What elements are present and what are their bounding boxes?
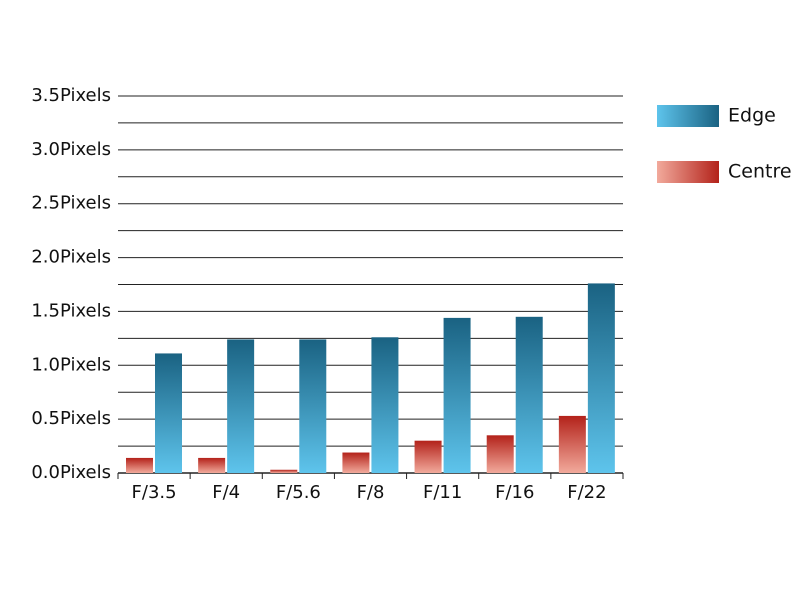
- x-tick-label: F/22: [567, 482, 606, 503]
- legend-label: Edge: [728, 105, 776, 127]
- x-tick-label: F/8: [357, 482, 385, 503]
- x-tick-label: F/5.6: [276, 482, 321, 503]
- y-tick-label: 1.0Pixels: [31, 354, 111, 375]
- x-tick-label: F/4: [212, 482, 240, 503]
- y-tick-label: 3.5Pixels: [31, 85, 111, 106]
- y-tick-label: 2.0Pixels: [31, 247, 111, 268]
- bar: [270, 469, 298, 473]
- y-tick-label: 3.0Pixels: [31, 139, 111, 160]
- y-tick-label: 2.5Pixels: [31, 193, 111, 214]
- bar: [414, 440, 442, 473]
- y-tick-label: 0.5Pixels: [31, 408, 111, 429]
- bar: [486, 435, 514, 473]
- x-tick-label: F/3.5: [132, 482, 177, 503]
- y-tick-label: 1.5Pixels: [31, 300, 111, 321]
- bar: [342, 452, 370, 473]
- bar: [155, 353, 182, 473]
- bar: [126, 457, 153, 473]
- bar: [198, 457, 226, 473]
- bar: [299, 339, 327, 473]
- x-tick-label: F/16: [495, 482, 534, 503]
- bar: [515, 316, 543, 473]
- bar: [587, 283, 615, 473]
- bar: [443, 317, 471, 473]
- bar: [558, 415, 586, 473]
- bar: [227, 339, 255, 473]
- x-tick-label: F/11: [423, 482, 462, 503]
- legend-swatch: [657, 105, 719, 127]
- legend-swatch: [657, 161, 719, 183]
- y-tick-label: 0.0Pixels: [31, 462, 111, 483]
- bar: [371, 337, 399, 473]
- legend-label: Centre: [728, 161, 792, 183]
